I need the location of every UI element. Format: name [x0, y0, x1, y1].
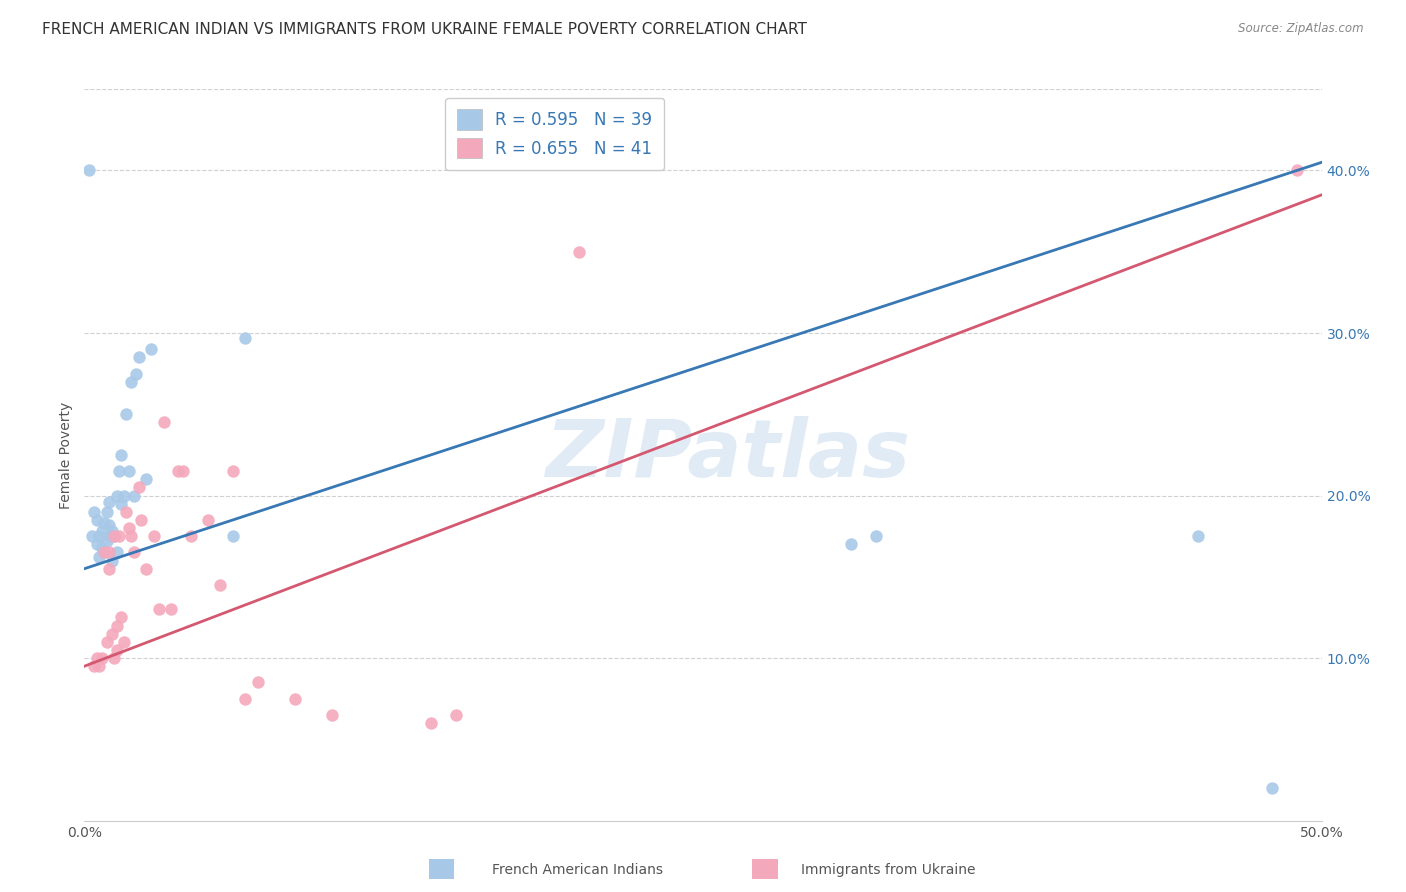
Point [122, 545, 145, 559]
Point [100, 626, 122, 640]
Point [86, 651, 108, 665]
Legend: R = 0.595   N = 39, R = 0.655   N = 41: R = 0.595 N = 39, R = 0.655 N = 41 [446, 97, 664, 169]
Point [98, 529, 121, 543]
Point [93, 545, 115, 559]
Point [83, 505, 105, 519]
Point [105, 545, 128, 559]
Point [1285, 163, 1308, 178]
Text: French American Indians: French American Indians [492, 863, 664, 877]
Point [115, 407, 138, 421]
Point [108, 529, 131, 543]
Point [180, 529, 202, 543]
Point [419, 716, 441, 731]
Point [152, 416, 174, 430]
Point [122, 489, 145, 503]
Point [110, 610, 132, 624]
Point [103, 529, 125, 543]
Point [135, 562, 157, 576]
Point [89, 529, 111, 543]
Point [93, 516, 115, 531]
Point [105, 618, 128, 632]
Point [86, 513, 108, 527]
Point [841, 537, 863, 551]
Point [90, 651, 112, 665]
Point [86, 537, 108, 551]
Point [90, 524, 112, 539]
Point [233, 691, 256, 706]
Point [100, 553, 122, 567]
Point [96, 505, 118, 519]
Text: ZIPatlas: ZIPatlas [546, 416, 910, 494]
Point [118, 521, 141, 535]
Point [98, 562, 121, 576]
Point [209, 578, 232, 592]
Point [321, 708, 343, 723]
Point [172, 464, 194, 478]
Point [222, 464, 245, 478]
Point [865, 529, 887, 543]
Point [160, 602, 183, 616]
Point [141, 343, 163, 357]
Point [142, 529, 165, 543]
Point [1261, 781, 1284, 796]
Text: FRENCH AMERICAN INDIAN VS IMMIGRANTS FROM UKRAINE FEMALE POVERTY CORRELATION CHA: FRENCH AMERICAN INDIAN VS IMMIGRANTS FRO… [42, 22, 807, 37]
Point [100, 524, 122, 539]
Point [105, 643, 128, 657]
Point [98, 545, 121, 559]
Point [148, 602, 170, 616]
Point [96, 635, 118, 649]
Text: Immigrants from Ukraine: Immigrants from Ukraine [801, 863, 976, 877]
Point [110, 448, 132, 462]
Point [135, 472, 157, 486]
Point [112, 635, 135, 649]
Point [96, 534, 118, 549]
Point [98, 495, 121, 509]
Point [284, 691, 307, 706]
Point [568, 244, 591, 259]
Point [197, 513, 219, 527]
Point [246, 675, 269, 690]
Point [128, 351, 150, 365]
Point [90, 541, 112, 555]
Point [128, 480, 150, 494]
Point [112, 489, 135, 503]
Point [93, 545, 115, 559]
Text: Source: ZipAtlas.com: Source: ZipAtlas.com [1239, 22, 1364, 36]
Point [125, 367, 148, 381]
Point [167, 464, 190, 478]
Point [80, 529, 103, 543]
Point [120, 375, 142, 389]
Point [103, 529, 125, 543]
Point [233, 331, 256, 345]
Point [89, 550, 111, 565]
Point [120, 529, 142, 543]
Point [115, 505, 138, 519]
Y-axis label: Female Poverty: Female Poverty [59, 401, 73, 508]
Point [83, 659, 105, 673]
Point [444, 708, 467, 723]
Point [108, 464, 131, 478]
Point [89, 659, 111, 673]
Point [98, 517, 121, 532]
Point [129, 513, 152, 527]
Point [105, 489, 128, 503]
Point [103, 651, 125, 665]
Point [222, 529, 245, 543]
Point [110, 497, 132, 511]
Point [118, 464, 141, 478]
Point [1187, 529, 1209, 543]
Point [79, 163, 101, 178]
